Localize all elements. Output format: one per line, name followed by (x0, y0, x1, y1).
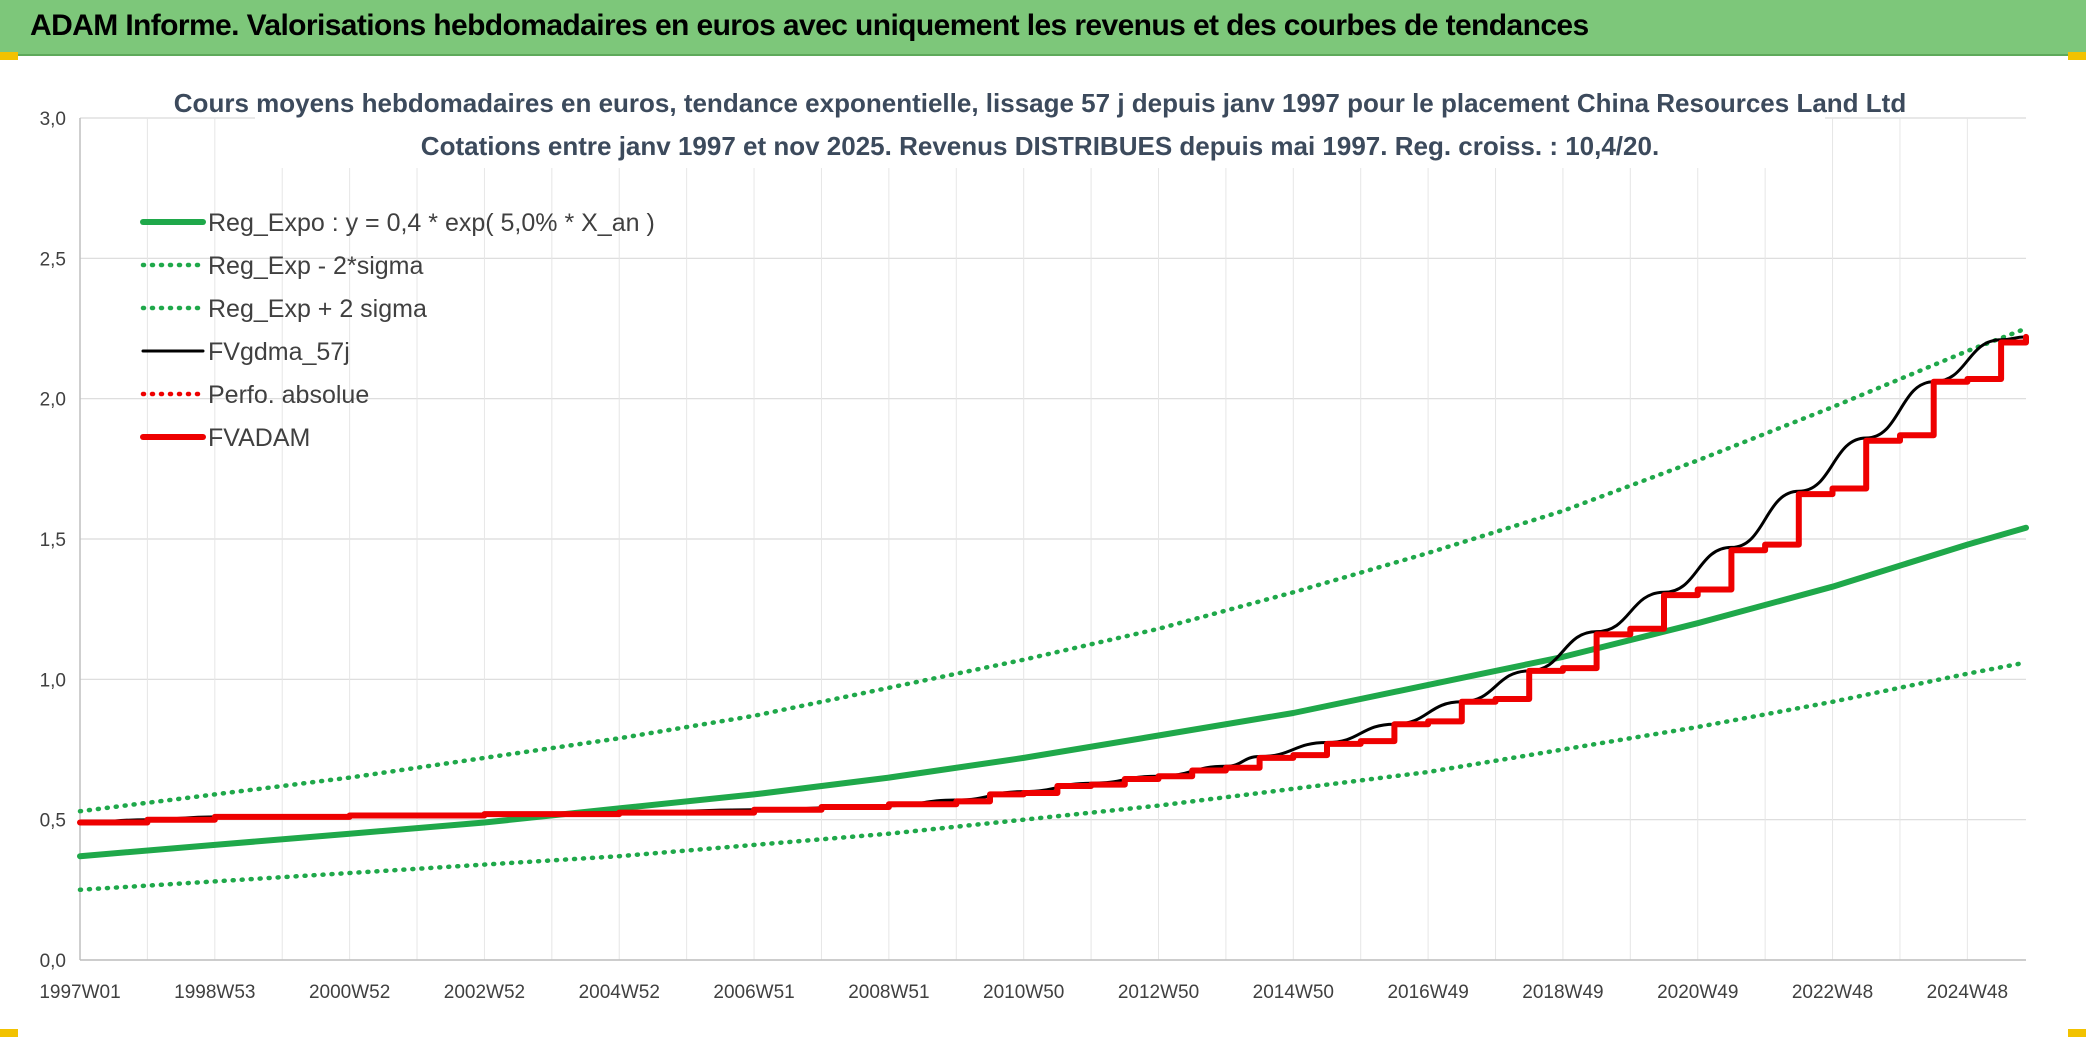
legend-label-1: Reg_Exp - 2*sigma (208, 252, 423, 280)
corner-accent-left (0, 52, 18, 60)
corner-accent-bottom-left (0, 1029, 18, 1037)
x-tick-label: 2012W50 (1118, 982, 1199, 1003)
x-tick-label: 2002W52 (444, 982, 525, 1003)
x-tick-label: 2004W52 (579, 982, 660, 1003)
chart-subtitle: Cotations entre janv 1997 et nov 2025. R… (421, 131, 1659, 161)
x-tick-label: 2020W49 (1657, 982, 1738, 1003)
corner-accent-right (2068, 52, 2086, 60)
page-title: ADAM Informe. Valorisations hebdomadaire… (30, 9, 1589, 42)
corner-accent-bottom-right (2068, 1029, 2086, 1037)
y-tick-label: 1,5 (40, 530, 66, 551)
series-line-1 (77, 660, 2029, 893)
series-lines (77, 326, 2029, 893)
legend: Reg_Expo : y = 0,4 * exp( 5,0% * X_an ) R… (140, 209, 655, 452)
chart-title-background (255, 82, 1825, 168)
series-line-0 (77, 524, 2029, 860)
legend-label-3: FVgdma_57j (208, 338, 350, 366)
chart-title-block: Cours moyens hebdomadaires en euros, ten… (174, 82, 1906, 168)
x-tick-label: 1997W01 (39, 982, 120, 1003)
series-line-2 (77, 326, 2029, 814)
legend-label-5: FVADAM (208, 424, 310, 452)
x-tick-label: 2024W48 (1927, 982, 2008, 1003)
x-tick-label: 2008W51 (848, 982, 929, 1003)
x-tick-label: 2018W49 (1522, 982, 1603, 1003)
chart-title: Cours moyens hebdomadaires en euros, ten… (174, 88, 1906, 118)
axes: 0,0 0,5 1,0 1,5 2,0 2,5 3,0 1997W01 1998W53 2000W… (39, 109, 2026, 1003)
series-line-5 (77, 333, 2029, 826)
y-tick-label: 0,0 (40, 951, 66, 972)
x-tick-label: 1998W53 (174, 982, 255, 1003)
x-tick-label: 2016W49 (1387, 982, 1468, 1003)
x-tick-label: 2014W50 (1253, 982, 1334, 1003)
legend-label-4: Perfo. absolue (208, 381, 369, 409)
y-tick-label: 2,0 (40, 390, 66, 411)
x-tick-label: 2010W50 (983, 982, 1064, 1003)
legend-label-0: Reg_Expo : y = 0,4 * exp( 5,0% * X_an ) (208, 209, 655, 237)
y-tick-label: 0,5 (40, 811, 66, 832)
x-tick-label: 2000W52 (309, 982, 390, 1003)
x-tick-label: 2006W51 (713, 982, 794, 1003)
x-tick-label: 2022W48 (1792, 982, 1873, 1003)
y-tick-label: 2,5 (40, 249, 66, 270)
line-chart: 0,0 0,5 1,0 1,5 2,0 2,5 3,0 1997W01 1998W53 2000W… (39, 82, 2029, 1003)
legend-label-2: Reg_Exp + 2 sigma (208, 295, 427, 323)
y-tick-label: 1,0 (40, 670, 66, 691)
y-tick-label: 3,0 (40, 109, 66, 130)
header-bar: ADAM Informe. Valorisations hebdomadaire… (0, 0, 2086, 56)
